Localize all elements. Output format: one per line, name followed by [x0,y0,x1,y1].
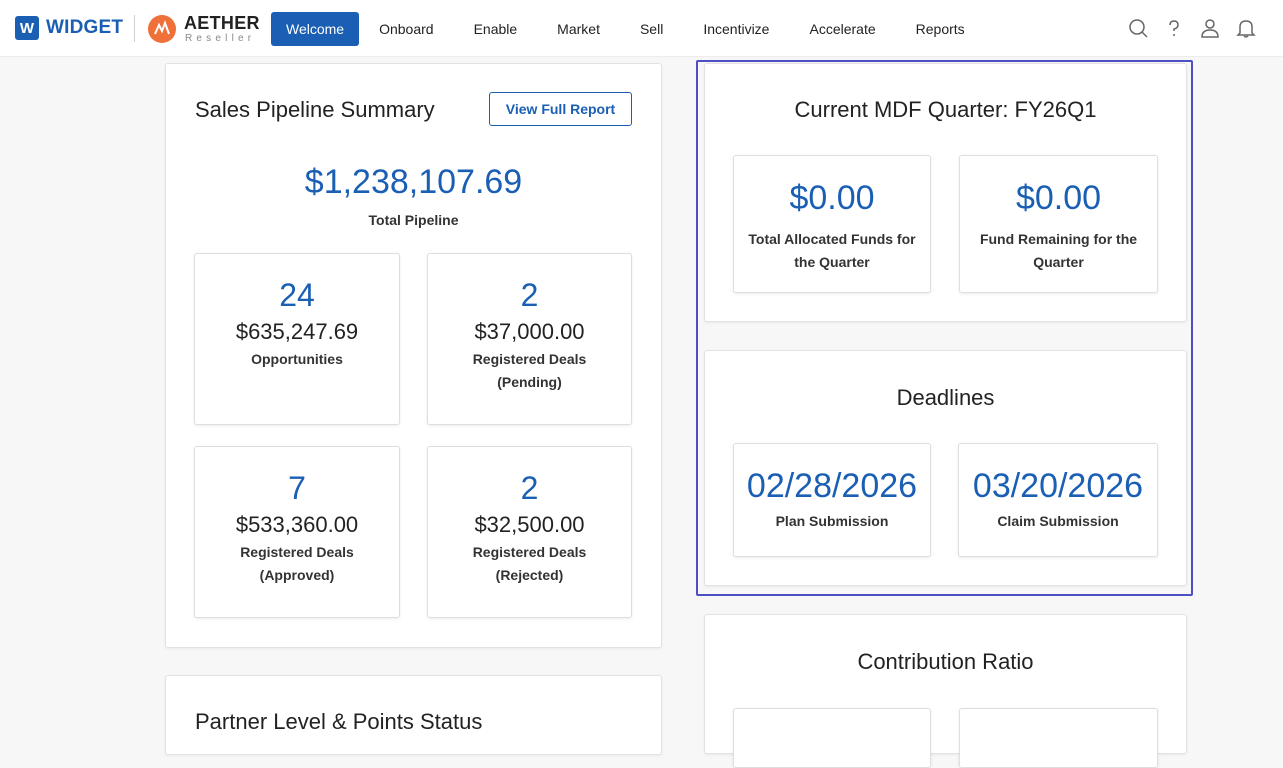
partner-level-title: Partner Level & Points Status [195,709,483,734]
tile-sublabel: Quarter [1033,254,1084,270]
tile-label: Registered Deals [240,544,354,560]
nav-onboard[interactable]: Onboard [379,21,434,37]
sales-pipeline-title: Sales Pipeline Summary [195,97,435,122]
fund-remaining-tile[interactable]: $0.00 Fund Remaining for the Quarter [959,155,1158,293]
registered-deals-pending-tile[interactable]: 2 $37,000.00 Registered Deals (Pending) [427,253,632,425]
tile-label: Registered Deals [472,544,587,560]
tile-label: Registered Deals [472,351,587,367]
registered-deals-approved-tile[interactable]: 7 $533,360.00 Registered Deals (Approved… [194,446,400,618]
tile-count: 2 [520,277,539,313]
aether-logo-subtitle: Reseller [185,33,256,44]
nav-sell[interactable]: Sell [639,21,664,37]
nav-welcome[interactable]: Welcome [271,12,360,46]
tile-count: 24 [279,277,315,313]
registered-deals-rejected-tile[interactable]: 2 $32,500.00 Registered Deals (Rejected) [427,446,632,618]
view-full-report-button[interactable]: View Full Report [489,92,632,126]
user-icon[interactable] [1199,17,1221,44]
tile-amount: $37,000.00 [474,319,585,344]
tile-amount: $635,247.69 [235,319,359,344]
aether-logo-text[interactable]: AETHER [184,13,260,33]
nav-market[interactable]: Market [557,21,600,37]
tile-value: $0.00 [1015,179,1102,217]
help-icon[interactable] [1163,17,1185,44]
nav-enable[interactable]: Enable [473,21,518,37]
contribution-ratio-title: Contribution Ratio [857,649,1034,674]
contribution-tile[interactable] [733,708,931,768]
tile-label: Opportunities [251,351,343,367]
nav-accelerate[interactable]: Accelerate [809,21,876,37]
nav-incentivize[interactable]: Incentivize [703,21,770,37]
tile-label: Fund Remaining for the [979,231,1138,247]
aether-logo-icon [148,15,176,43]
tile-amount: $533,360.00 [235,512,359,537]
nav-reports[interactable]: Reports [915,21,965,37]
bell-icon[interactable] [1235,17,1257,44]
tile-value: 03/20/2026 [972,467,1144,505]
tile-value: $0.00 [789,179,875,217]
widget-logo-icon[interactable]: W [15,16,39,40]
selection-highlight [696,60,1193,596]
tile-count: 7 [288,470,306,506]
mdf-quarter-title: Current MDF Quarter: FY26Q1 [794,97,1097,122]
plan-submission-tile[interactable]: 02/28/2026 Plan Submission [733,443,931,557]
tile-sublabel: (Approved) [259,567,335,583]
tile-sublabel: (Rejected) [495,567,564,583]
top-navigation-bar: W WIDGET AETHER Reseller Welcome Onboard… [0,0,1283,57]
claim-submission-tile[interactable]: 03/20/2026 Claim Submission [958,443,1158,557]
tile-sublabel: (Pending) [497,374,562,390]
deadlines-title: Deadlines [896,385,995,410]
tile-label: Plan Submission [775,513,889,529]
tile-label: Claim Submission [997,513,1119,529]
total-pipeline-value: $1,238,107.69 [304,163,523,201]
total-pipeline-label: Total Pipeline [368,212,459,228]
tile-count: 2 [520,470,539,506]
search-icon[interactable] [1127,17,1149,44]
logo-divider [134,15,135,42]
total-allocated-funds-tile[interactable]: $0.00 Total Allocated Funds for the Quar… [733,155,931,293]
tile-label: Total Allocated Funds for [748,231,916,247]
contribution-tile[interactable] [959,708,1158,768]
opportunities-tile[interactable]: 24 $635,247.69 Opportunities [194,253,400,425]
main-nav: Welcome Onboard Enable Market Sell Incen… [271,12,985,46]
tile-amount: $32,500.00 [474,512,585,537]
widget-logo-text[interactable]: WIDGET [46,17,124,38]
tile-value: 02/28/2026 [746,467,918,505]
header-icons [1127,17,1257,44]
tile-sublabel: the Quarter [794,254,870,270]
